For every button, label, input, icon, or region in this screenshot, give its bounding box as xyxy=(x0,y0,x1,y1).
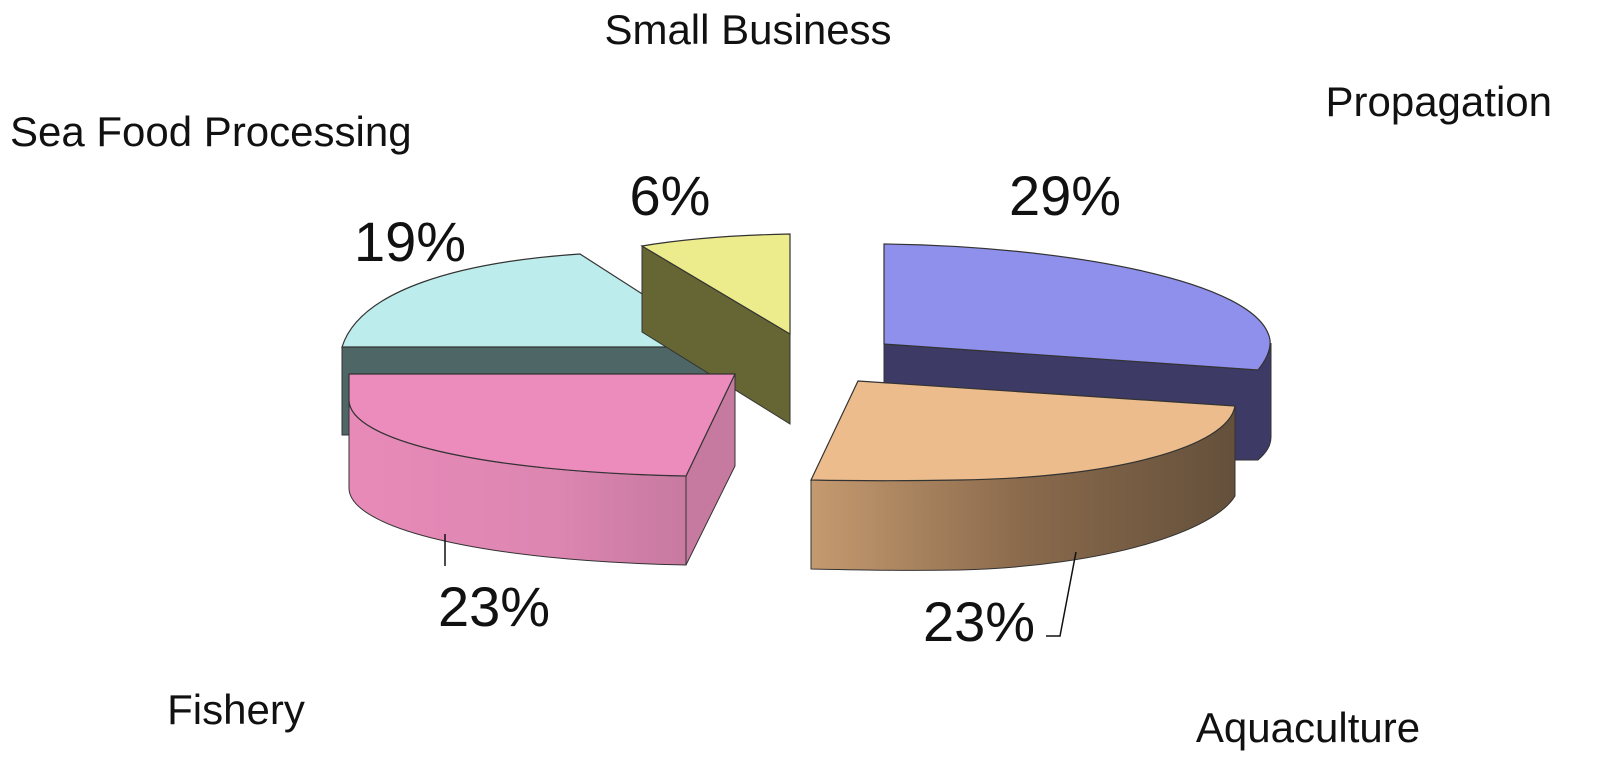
leader-lines xyxy=(444,534,1077,637)
pie-slices xyxy=(341,233,1272,571)
slice-fishery xyxy=(348,373,736,566)
slice-small-business xyxy=(640,233,791,425)
slice-propagation-top xyxy=(883,243,1271,371)
category-label-sea-food-processing: Sea Food Processing xyxy=(10,108,412,155)
category-label-aquaculture: Aquaculture xyxy=(1196,704,1420,751)
pct-label-sea-food-processing: 19% xyxy=(354,210,466,273)
category-label-small-business: Small Business xyxy=(604,6,891,53)
category-label-propagation: Propagation xyxy=(1325,78,1552,125)
category-label-fishery: Fishery xyxy=(167,686,305,733)
slice-aquaculture-top xyxy=(810,380,1236,482)
category-labels: Propagation Aquaculture Fishery Sea Food… xyxy=(10,6,1552,751)
slice-small-business-top xyxy=(640,233,791,336)
slice-fishery-top xyxy=(348,373,736,477)
slice-aquaculture xyxy=(810,380,1236,571)
pct-label-fishery: 23% xyxy=(438,575,550,638)
pct-label-propagation: 29% xyxy=(1009,164,1121,227)
slice-sea-food-processing-top xyxy=(341,253,728,348)
leader-line-aquaculture xyxy=(1046,551,1077,637)
pct-label-aquaculture: 23% xyxy=(923,590,1035,653)
pct-label-small-business: 6% xyxy=(630,164,711,227)
percent-labels: 29% 23% 23% 19% 6% xyxy=(354,164,1121,653)
